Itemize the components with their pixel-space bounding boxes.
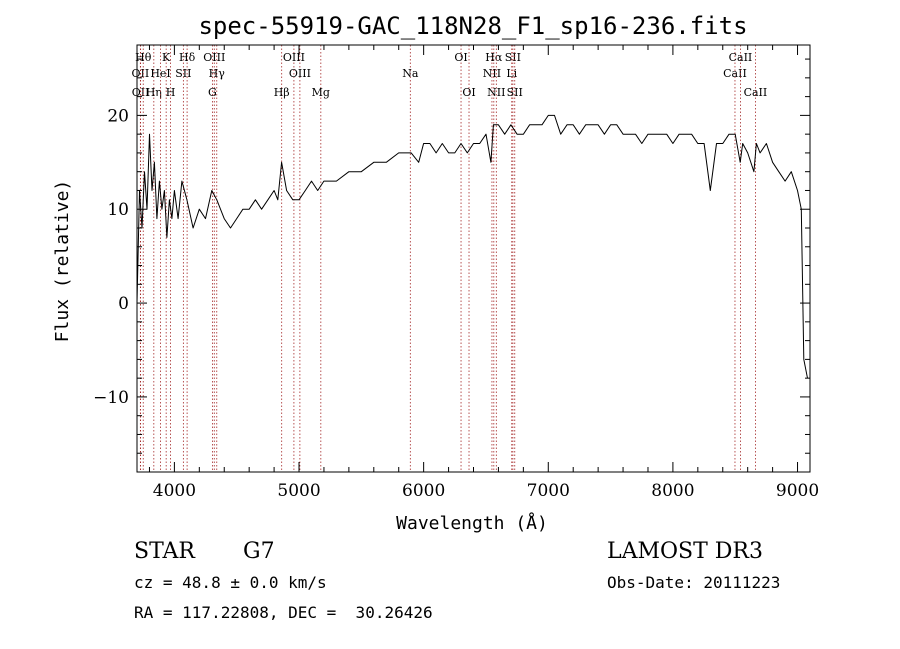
line-label-20: Hα <box>485 51 503 64</box>
chart-title: spec-55919-GAC_118N28_F1_sp16-236.fits <box>198 12 747 40</box>
plot-frame <box>136 44 811 473</box>
line-label-6: H <box>166 86 176 99</box>
line-label-8: Hδ <box>179 51 196 64</box>
line-label-19: NII <box>483 67 501 80</box>
line-label-3: Hη <box>146 86 162 99</box>
line-label-9: OIII <box>203 51 225 64</box>
spectrum-series-line-0 <box>136 114 808 379</box>
coordinates-readout: RA = 117.22808, DEC = 30.26426 <box>134 603 433 622</box>
line-label-24: SII <box>507 86 523 99</box>
line-label-21: NII <box>487 86 505 99</box>
x-tick-label-3: 7000 <box>527 481 570 501</box>
line-label-13: OIII <box>283 51 305 64</box>
observation-date: Obs-Date: 20111223 <box>607 573 781 592</box>
x-tick-label-2: 6000 <box>402 481 445 501</box>
line-label-7: SII <box>175 67 191 80</box>
x-tick-label-1: 5000 <box>277 481 320 501</box>
line-label-22: Li <box>506 67 517 80</box>
y-axis-label: Flux (relative) <box>52 180 73 343</box>
line-label-18: OI <box>462 86 475 99</box>
line-label-23: SII <box>505 51 521 64</box>
line-label-2: Hθ <box>135 51 152 64</box>
line-label-10: G <box>208 86 217 99</box>
x-tick-label-0: 4000 <box>153 481 196 501</box>
line-label-16: Na <box>402 67 419 80</box>
x-tick-label-5: 9000 <box>776 481 819 501</box>
line-label-14: OIII <box>289 67 311 80</box>
x-axis-label: Wavelength (Å) <box>396 512 548 534</box>
line-label-1: OII <box>132 86 150 99</box>
line-label-4: HeI <box>150 67 170 80</box>
line-label-5: K <box>162 51 171 64</box>
object-subclass: G7 <box>243 539 275 564</box>
survey-name: LAMOST DR3 <box>607 539 763 564</box>
redshift-readout: cz = 48.8 ± 0.0 km/s <box>134 573 327 592</box>
line-label-27: CaII <box>744 86 768 99</box>
line-label-25: CaII <box>723 67 747 80</box>
line-label-12: Hβ <box>274 86 290 99</box>
line-label-15: Mg <box>312 86 330 99</box>
line-label-17: OI <box>454 51 467 64</box>
x-tick-label-4: 8000 <box>651 481 694 501</box>
line-label-11: Hγ <box>209 67 226 80</box>
y-tick-label-0: −10 <box>93 388 129 408</box>
line-label-26: CaII <box>729 51 753 64</box>
y-tick-label-1: 0 <box>118 294 129 314</box>
y-tick-label-2: 10 <box>107 200 129 220</box>
object-class: STAR <box>134 539 195 564</box>
y-tick-label-3: 20 <box>107 106 129 126</box>
